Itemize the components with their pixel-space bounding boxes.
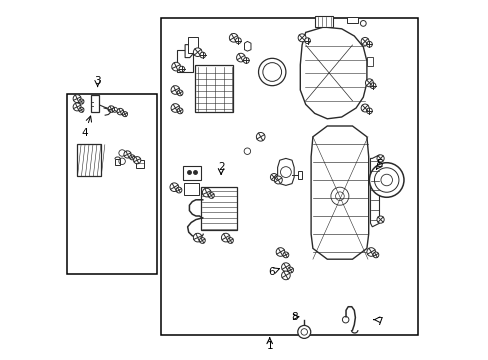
Circle shape (79, 107, 84, 112)
Circle shape (227, 238, 233, 243)
Circle shape (361, 104, 368, 112)
Text: 5: 5 (375, 159, 382, 169)
Circle shape (176, 187, 182, 193)
Polygon shape (244, 41, 250, 51)
Text: 6: 6 (267, 267, 274, 277)
Circle shape (361, 37, 368, 45)
Bar (161, 18, 418, 335)
Bar (188, 37, 198, 53)
Circle shape (368, 163, 403, 197)
Polygon shape (115, 159, 120, 165)
Circle shape (366, 108, 371, 114)
Circle shape (193, 233, 202, 242)
Circle shape (297, 325, 310, 338)
Circle shape (179, 66, 184, 72)
Polygon shape (314, 16, 332, 27)
Text: 4: 4 (81, 128, 87, 138)
Polygon shape (300, 27, 366, 119)
Circle shape (129, 155, 134, 160)
Circle shape (171, 62, 180, 71)
Circle shape (171, 86, 179, 94)
Text: 1: 1 (266, 341, 272, 351)
Text: 3: 3 (94, 76, 101, 86)
Bar (366, 57, 372, 66)
Text: 2: 2 (217, 162, 224, 172)
Circle shape (270, 174, 277, 181)
Circle shape (229, 33, 238, 42)
Circle shape (287, 267, 293, 273)
Text: 7: 7 (375, 317, 382, 327)
Circle shape (366, 41, 371, 47)
Polygon shape (370, 155, 379, 227)
Circle shape (372, 252, 378, 258)
Circle shape (73, 95, 81, 103)
Circle shape (200, 52, 205, 58)
Bar (346, 17, 358, 23)
Circle shape (202, 188, 211, 197)
Circle shape (177, 90, 183, 96)
Bar (91, 95, 99, 112)
Bar (297, 171, 302, 179)
Circle shape (73, 103, 81, 111)
Circle shape (304, 38, 310, 44)
Circle shape (235, 38, 241, 44)
Circle shape (376, 216, 384, 223)
Bar (183, 166, 201, 180)
Circle shape (243, 58, 249, 63)
Bar (201, 187, 237, 230)
Circle shape (298, 34, 305, 42)
Bar (183, 183, 199, 195)
Bar (77, 144, 101, 176)
Circle shape (123, 151, 131, 158)
Circle shape (281, 271, 289, 280)
Circle shape (193, 48, 202, 57)
Circle shape (369, 83, 375, 89)
Circle shape (376, 155, 384, 162)
Circle shape (108, 106, 114, 112)
Circle shape (117, 108, 123, 115)
Circle shape (365, 79, 373, 87)
Circle shape (199, 238, 205, 243)
Bar (67, 94, 156, 274)
Polygon shape (277, 158, 294, 185)
Circle shape (274, 176, 282, 184)
Circle shape (276, 248, 284, 256)
Polygon shape (310, 126, 368, 259)
Circle shape (281, 263, 289, 271)
Circle shape (366, 248, 375, 256)
Circle shape (236, 53, 244, 62)
Bar (177, 50, 193, 72)
Bar (136, 160, 144, 168)
Circle shape (283, 252, 288, 258)
Circle shape (208, 193, 214, 198)
Circle shape (171, 104, 179, 112)
Circle shape (256, 132, 264, 141)
Circle shape (177, 108, 183, 114)
Circle shape (79, 99, 84, 104)
Text: 8: 8 (290, 312, 297, 322)
Circle shape (122, 112, 127, 117)
Bar (195, 65, 232, 112)
Circle shape (133, 157, 141, 164)
Circle shape (221, 233, 230, 242)
Circle shape (170, 183, 178, 192)
Polygon shape (185, 45, 192, 58)
